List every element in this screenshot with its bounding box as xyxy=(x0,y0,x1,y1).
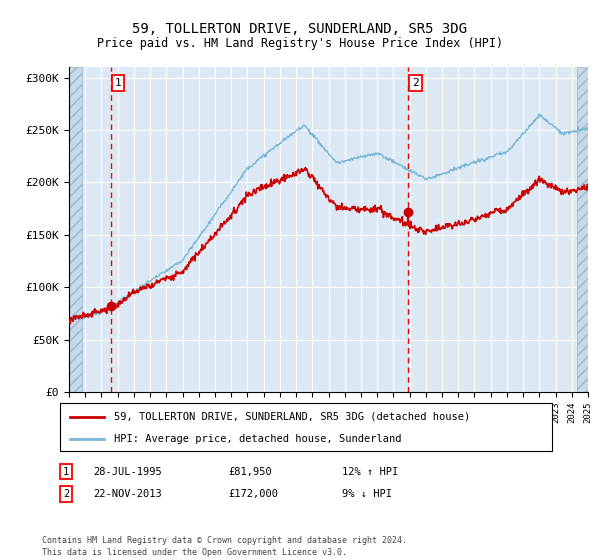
Text: 1: 1 xyxy=(115,78,121,88)
Text: £81,950: £81,950 xyxy=(228,466,272,477)
Text: £172,000: £172,000 xyxy=(228,489,278,499)
Text: 12% ↑ HPI: 12% ↑ HPI xyxy=(342,466,398,477)
Text: Price paid vs. HM Land Registry's House Price Index (HPI): Price paid vs. HM Land Registry's House … xyxy=(97,38,503,50)
Text: 59, TOLLERTON DRIVE, SUNDERLAND, SR5 3DG: 59, TOLLERTON DRIVE, SUNDERLAND, SR5 3DG xyxy=(133,22,467,36)
Text: 1: 1 xyxy=(63,466,69,477)
FancyBboxPatch shape xyxy=(60,403,552,451)
Text: 2: 2 xyxy=(412,78,419,88)
Text: Contains HM Land Registry data © Crown copyright and database right 2024.
This d: Contains HM Land Registry data © Crown c… xyxy=(42,536,407,557)
Bar xyxy=(69,67,82,392)
Bar xyxy=(577,67,588,392)
Text: 2: 2 xyxy=(63,489,69,499)
Text: 22-NOV-2013: 22-NOV-2013 xyxy=(93,489,162,499)
Text: HPI: Average price, detached house, Sunderland: HPI: Average price, detached house, Sund… xyxy=(114,434,401,444)
Text: 28-JUL-1995: 28-JUL-1995 xyxy=(93,466,162,477)
Text: 9% ↓ HPI: 9% ↓ HPI xyxy=(342,489,392,499)
Text: 59, TOLLERTON DRIVE, SUNDERLAND, SR5 3DG (detached house): 59, TOLLERTON DRIVE, SUNDERLAND, SR5 3DG… xyxy=(114,412,470,422)
